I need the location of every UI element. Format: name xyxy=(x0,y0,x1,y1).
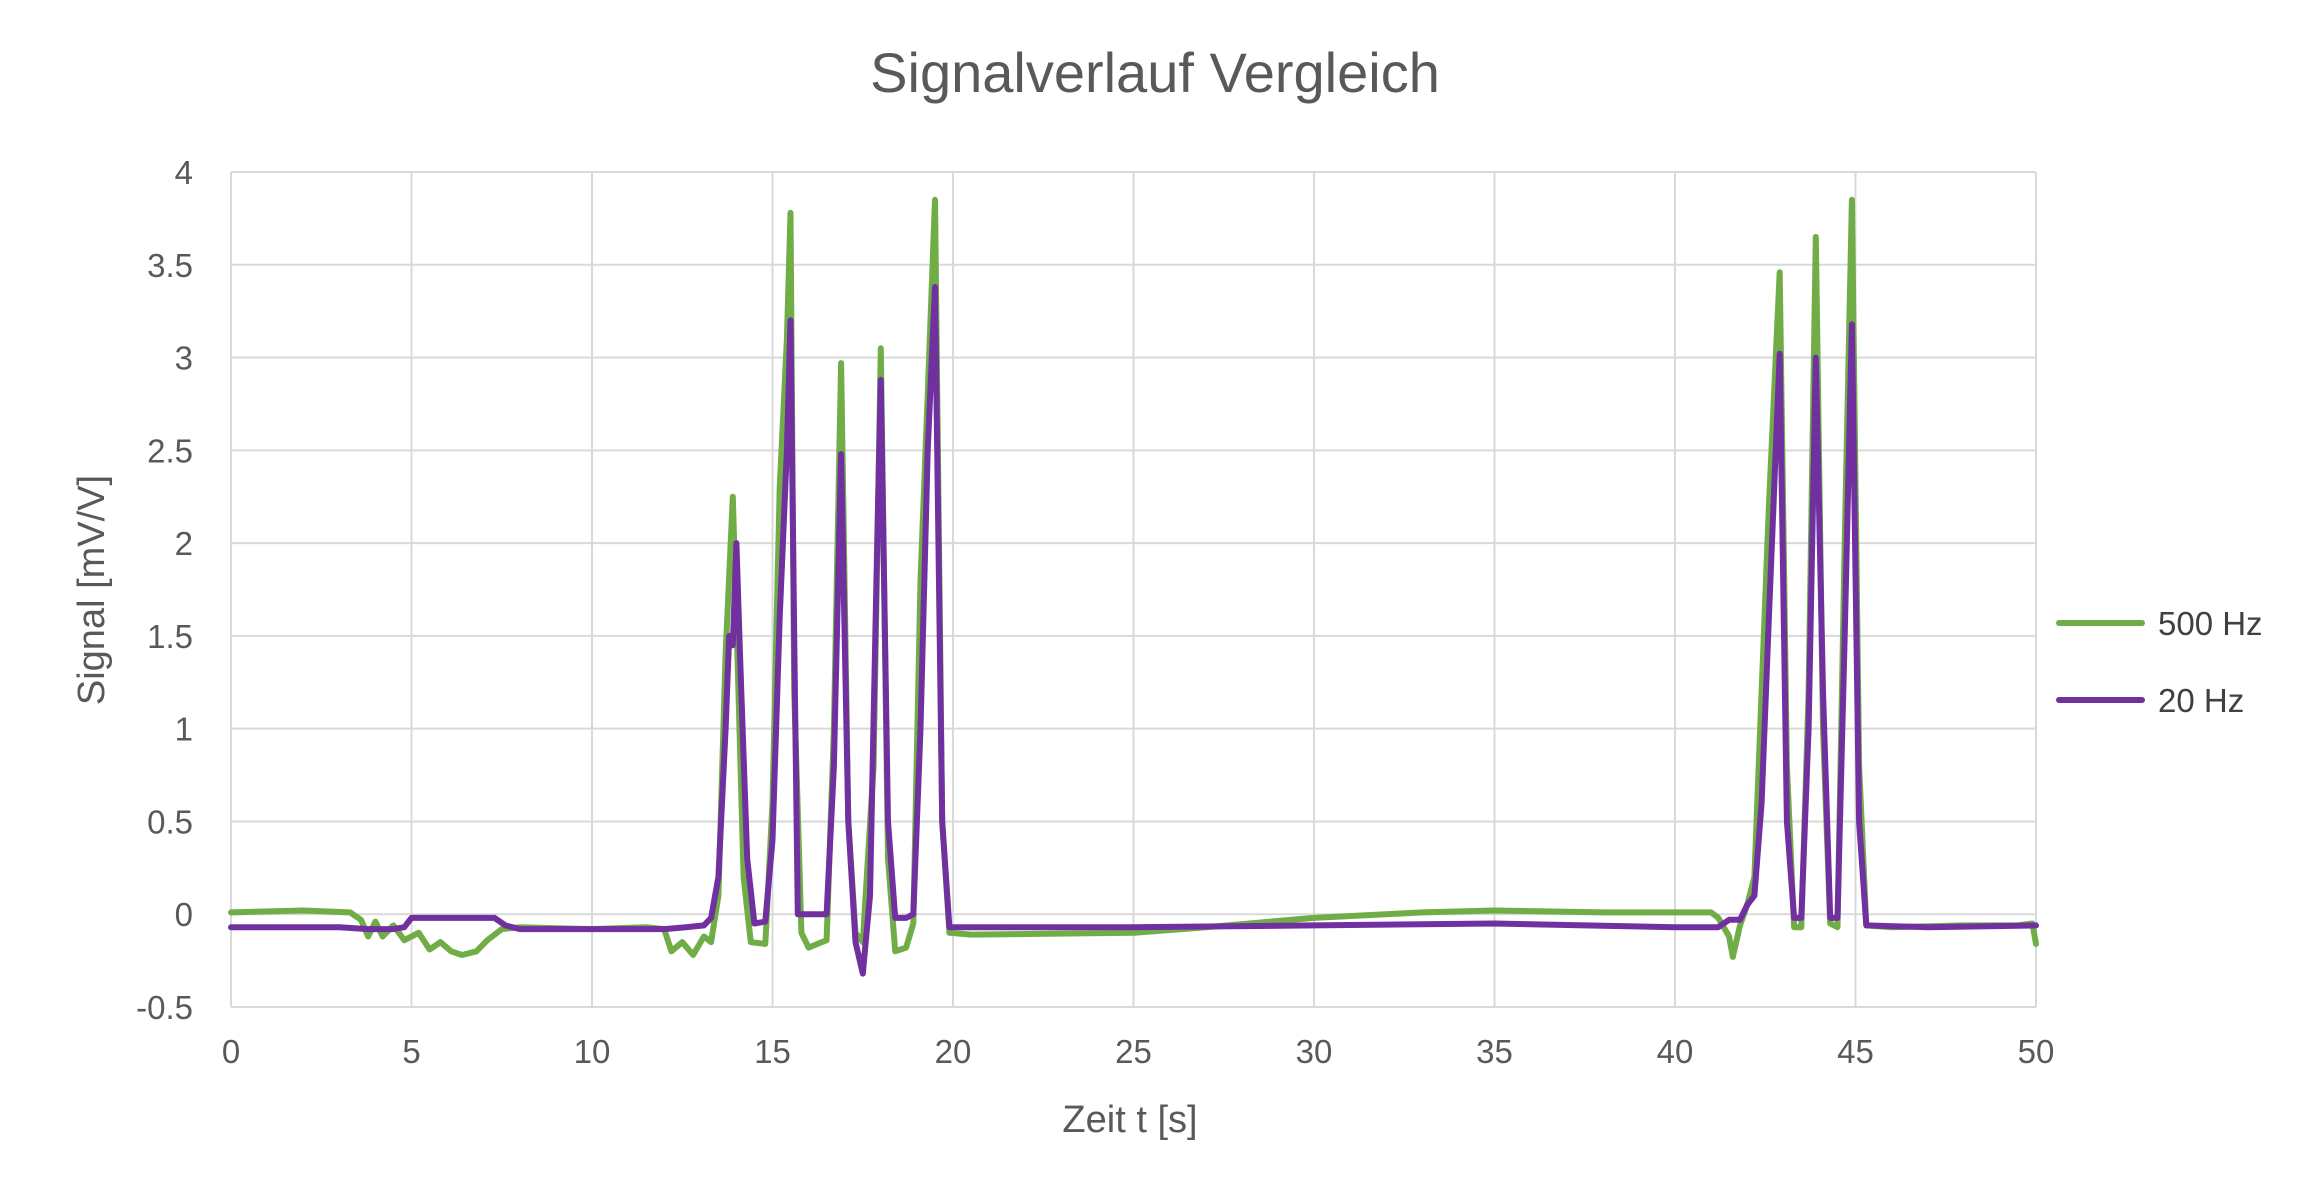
x-tick-label: 50 xyxy=(2018,1033,2055,1070)
x-tick-label: 30 xyxy=(1296,1033,1333,1070)
x-tick-label: 35 xyxy=(1476,1033,1513,1070)
y-tick-label: 3.5 xyxy=(147,247,193,284)
x-tick-label: 10 xyxy=(574,1033,611,1070)
x-tick-label: 45 xyxy=(1837,1033,1874,1070)
y-tick-label: 1.5 xyxy=(147,618,193,655)
x-tick-label: 0 xyxy=(222,1033,240,1070)
y-axis-label: Signal [mV/V] xyxy=(71,475,113,705)
y-tick-label: -0.5 xyxy=(136,989,193,1026)
y-tick-label: 4 xyxy=(175,154,193,191)
chart-title: Signalverlauf Vergleich xyxy=(870,41,1440,104)
y-tick-label: 0.5 xyxy=(147,803,193,840)
series-lines xyxy=(228,196,2039,977)
x-tick-label: 5 xyxy=(402,1033,420,1070)
y-axis-ticks: -0.5 0 0.5 1 1.5 2 2.5 3 3.5 4 xyxy=(136,154,193,1026)
y-tick-label: 0 xyxy=(175,896,193,933)
x-tick-label: 40 xyxy=(1657,1033,1694,1070)
series-line-20hz xyxy=(228,284,2039,977)
x-tick-label: 25 xyxy=(1115,1033,1152,1070)
legend-label-500hz: 500 Hz xyxy=(2158,605,2263,642)
legend-label-20hz: 20 Hz xyxy=(2158,682,2244,719)
y-tick-label: 3 xyxy=(175,340,193,377)
y-tick-label: 2.5 xyxy=(147,432,193,469)
x-axis-ticks: 0 5 10 15 20 25 30 35 40 45 50 xyxy=(222,1033,2055,1070)
legend: 500 Hz 20 Hz xyxy=(2056,605,2263,719)
x-tick-label: 20 xyxy=(935,1033,972,1070)
x-axis-label: Zeit t [s] xyxy=(1062,1099,1197,1141)
x-tick-label: 15 xyxy=(754,1033,791,1070)
y-tick-label: 1 xyxy=(175,711,193,748)
y-tick-label: 2 xyxy=(175,525,193,562)
